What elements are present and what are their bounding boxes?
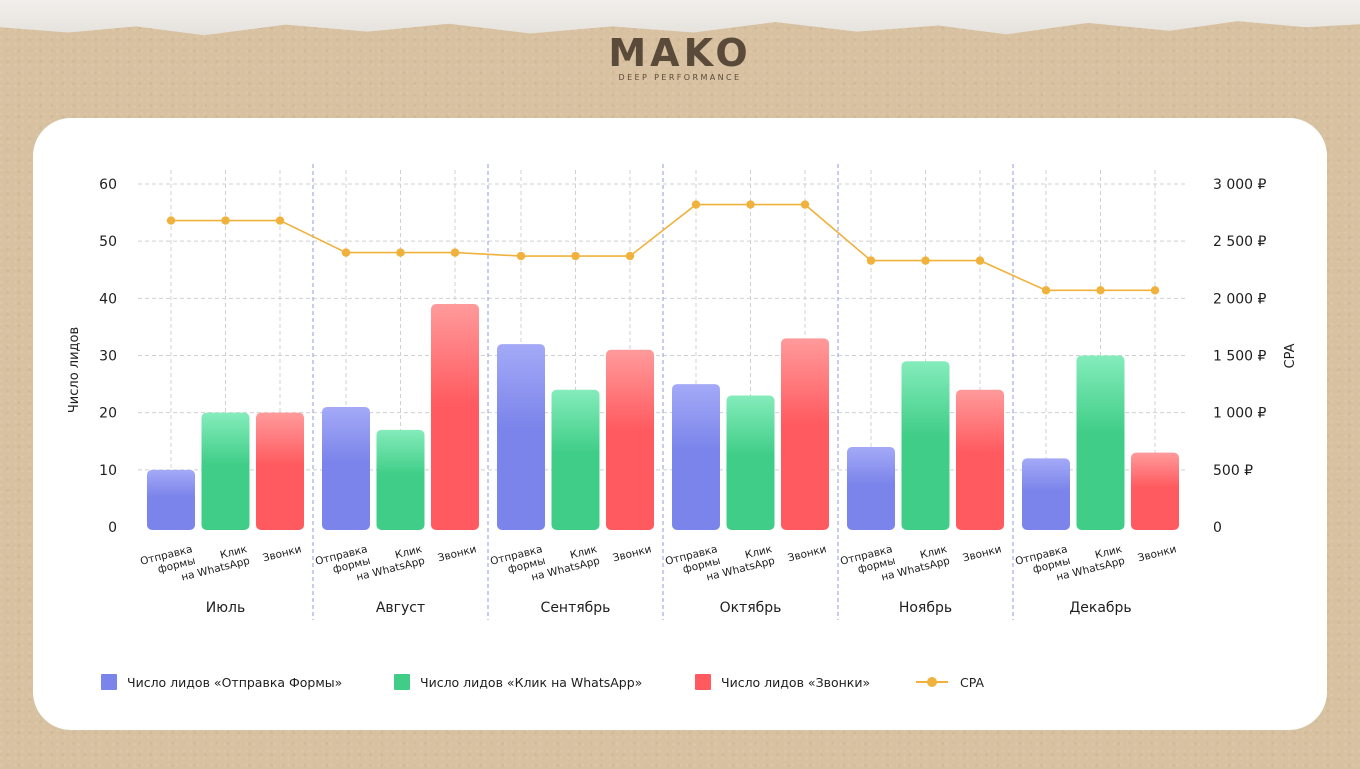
legend-calls-label: Число лидов «Звонки»	[721, 674, 871, 690]
x-month-label: Август	[376, 600, 425, 616]
legend-whatsapp-swatch	[394, 674, 410, 690]
y-axis-title: Число лидов	[67, 327, 82, 413]
bar-forms	[672, 384, 720, 530]
x-month-label: Декабрь	[1069, 600, 1131, 616]
bar-whatsapp	[726, 395, 775, 530]
cpa-point	[921, 256, 930, 265]
y-tick-label: 50	[99, 234, 117, 250]
cpa-point	[1096, 286, 1105, 295]
bar-calls	[256, 412, 304, 530]
y2-tick-label: 3 000 ₽	[1213, 177, 1267, 193]
x-subcategory-label: Звонки	[437, 543, 478, 564]
x-subcategory-label: Звонки	[962, 543, 1003, 564]
cpa-point	[166, 216, 176, 225]
x-subcategory-label: Звонки	[1137, 543, 1178, 564]
cpa-point	[1150, 286, 1160, 295]
cpa-line-layer	[166, 200, 1160, 295]
x-month-label: Октябрь	[720, 600, 782, 616]
cpa-point	[341, 248, 351, 257]
bar-forms	[322, 406, 370, 530]
legend-forms-swatch	[101, 674, 117, 690]
y-tick-label: 0	[108, 520, 117, 536]
legend-forms-label: Число лидов «Отправка Формы»	[127, 674, 343, 690]
bar-calls	[606, 349, 654, 530]
cpa-point	[1041, 286, 1051, 295]
legend-calls-swatch	[695, 674, 711, 690]
cpa-point	[396, 248, 405, 257]
y2-axis-title: CPA	[1283, 343, 1298, 368]
legend-whatsapp: Число лидов «Клик на WhatsApp»	[394, 672, 642, 692]
x-subcategory-label: Звонки	[262, 543, 303, 564]
y2-tick-label: 2 000 ₽	[1213, 291, 1267, 307]
bar-calls	[956, 389, 1004, 530]
cpa-point	[866, 256, 876, 265]
bar-whatsapp	[551, 389, 600, 530]
bar-whatsapp	[376, 429, 425, 530]
y-tick-label: 20	[99, 406, 117, 422]
legend-forms: Число лидов «Отправка Формы»	[101, 672, 342, 692]
y2-tick-label: 1 000 ₽	[1213, 406, 1267, 422]
y-tick-label: 40	[99, 291, 117, 307]
grid-layer	[138, 164, 1188, 620]
bar-forms	[1022, 458, 1070, 530]
x-month-label: Ноябрь	[899, 600, 952, 616]
legend-calls: Число лидов «Звонки»	[695, 672, 870, 692]
bar-calls	[431, 304, 479, 530]
bar-forms	[147, 469, 195, 530]
bar-calls	[781, 338, 829, 530]
bar-whatsapp	[901, 361, 950, 530]
bar-forms	[497, 344, 545, 530]
cpa-point	[800, 200, 810, 209]
legend-whatsapp-label: Число лидов «Клик на WhatsApp»	[420, 674, 643, 690]
cpa-point	[975, 256, 985, 265]
x-month-label: Июль	[206, 600, 245, 616]
cpa-point	[625, 251, 635, 261]
x-month-label: Сентябрь	[541, 600, 611, 616]
y-tick-label: 10	[99, 463, 117, 479]
cpa-point	[691, 200, 701, 209]
bar-whatsapp	[201, 412, 250, 530]
y-tick-label: 30	[99, 349, 117, 365]
y2-tick-label: 500 ₽	[1213, 463, 1253, 479]
cpa-point	[571, 251, 580, 261]
cpa-line	[171, 203, 1155, 292]
legend-cpa-label: CPA	[960, 674, 985, 690]
cpa-point	[516, 251, 526, 261]
legend-cpa: CPA	[916, 672, 984, 692]
bar-whatsapp	[1076, 355, 1125, 530]
legend-cpa-marker	[916, 677, 948, 687]
bar-layer	[147, 304, 1179, 530]
brand-name: MAKO	[608, 31, 752, 75]
x-subcategory-label: Звонки	[612, 543, 653, 564]
y2-tick-label: 0	[1213, 520, 1222, 536]
brand-tagline: DEEP PERFORMANCE	[618, 73, 742, 82]
brand-logo: MAKO DEEP PERFORMANCE	[0, 34, 1360, 82]
cpa-point	[746, 200, 755, 209]
cpa-point	[221, 216, 230, 225]
bar-forms	[847, 446, 895, 530]
x-subcategory-label: Звонки	[787, 543, 828, 564]
y2-tick-label: 1 500 ₽	[1213, 349, 1267, 365]
cpa-point	[450, 248, 460, 257]
cpa-point	[275, 216, 285, 225]
bar-calls	[1131, 452, 1179, 530]
y-tick-label: 60	[99, 177, 117, 193]
y2-tick-label: 2 500 ₽	[1213, 234, 1267, 250]
